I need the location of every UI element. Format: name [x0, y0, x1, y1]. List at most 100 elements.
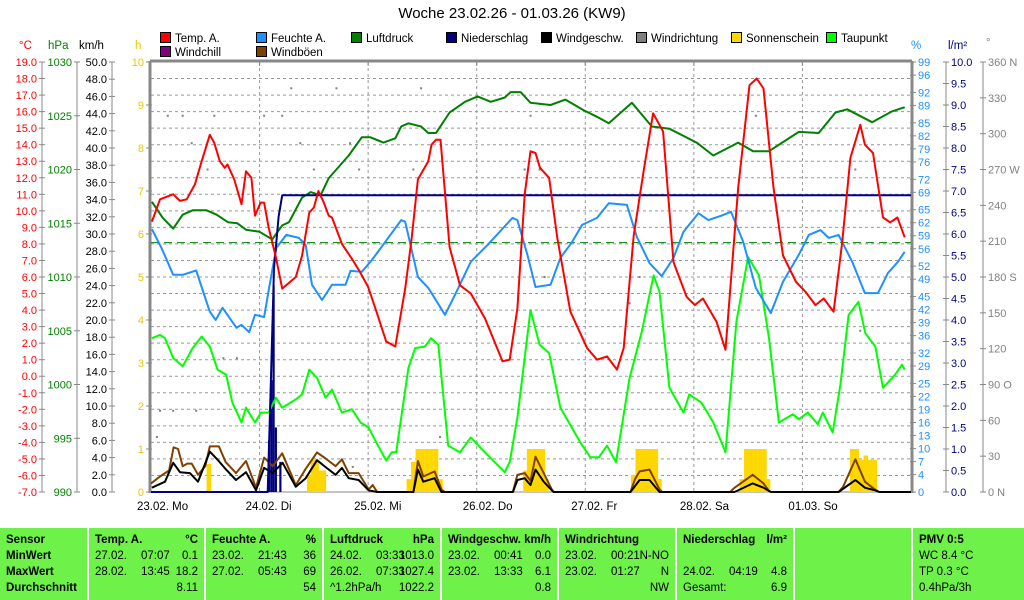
stats-header: Windrichtung: [565, 534, 639, 546]
axis-tick-label-pressure: 995: [54, 433, 72, 445]
stats-col-rain: Niederschlag l/m² 24.02. 04:19 4.8 Gesamt: 6…: [677, 528, 793, 600]
axis-tick-label-wind: 12.0: [86, 384, 107, 396]
axis-tick-label-sun: 7: [138, 186, 144, 198]
axis-tick-label-temp: 6.0: [22, 272, 37, 284]
axis-tick-label-wind: 26.0: [86, 263, 107, 275]
max-value: 18.2: [175, 566, 198, 578]
legend-temp[interactable]: Temp. A.: [160, 32, 220, 45]
axis-tick-label-wind: 40.0: [86, 143, 107, 155]
axis-tick-label-direction: 210: [988, 236, 1006, 248]
series-line-feuchte-a: [151, 202, 906, 334]
axis-tick-label-temp: 3.0: [22, 322, 37, 334]
avg-value: 0.8: [535, 582, 551, 594]
axis-tick-label-humidity: 65: [918, 205, 930, 217]
min-value: 0.1: [182, 550, 198, 562]
min-time: 00:41: [494, 550, 523, 562]
point-windrichtung: [859, 329, 862, 332]
weather-chart: 23.02. Mo 24.02. Di 25.02. Mi 26.02. Do 27.0…: [16, 57, 1021, 513]
point-windrichtung: [166, 114, 169, 117]
axis-tick-label-direction: 180 S: [988, 272, 1017, 284]
legend-swatch: [256, 32, 267, 43]
bar-sonnenschein: [748, 449, 754, 492]
max-date: 23.02.: [565, 566, 597, 578]
point-windrichtung: [529, 114, 532, 117]
max-time: 05:43: [258, 566, 287, 578]
legend-gusts[interactable]: Windböen: [256, 46, 323, 59]
axis-tick-label-humidity: 7: [918, 457, 924, 469]
point-windrichtung: [155, 436, 158, 439]
point-windrichtung: [754, 114, 757, 117]
stats-col-wind: Windgeschw. km/h 23.02. 00:41 0.0 23.02. 13:…: [442, 528, 557, 600]
legend-direction[interactable]: Windrichtung: [636, 32, 718, 45]
bar-sonnenschein: [657, 479, 662, 492]
point-windrichtung: [213, 114, 216, 117]
max-time: 01:27: [611, 566, 640, 578]
axis-tick-label-pressure: 1025: [48, 111, 72, 123]
legend-label: Windchill: [175, 47, 222, 59]
avg-value: 54: [303, 582, 316, 594]
min-date: 27.02.: [95, 550, 127, 562]
bar-sonnenschein: [310, 459, 316, 492]
max-date: 23.02.: [448, 566, 480, 578]
legend-pressure[interactable]: Luftdruck: [351, 32, 413, 45]
axis-tick-label-sun: 8: [138, 143, 144, 155]
axis-tick-label-humidity: 59: [918, 231, 930, 243]
axis-tick-label-humidity: 89: [918, 100, 930, 112]
axis-tick-label-direction: 60: [988, 415, 1000, 427]
axis-tick-label-temp: 9.0: [22, 222, 37, 234]
legend-dewpoint[interactable]: Taupunkt: [826, 32, 888, 45]
dewpoint-value: TP 0.3 °C: [919, 566, 969, 578]
legend-swatch: [636, 32, 647, 43]
bar-sonnenschein: [739, 479, 745, 492]
total-value: 6.9: [771, 582, 787, 594]
series-line-luftdruck: [151, 91, 906, 241]
axis-tick-label-humidity: 56: [918, 244, 930, 256]
legend-windchill[interactable]: Windchill: [160, 46, 221, 59]
axis-tick-label-humidity: 29: [918, 361, 930, 373]
max-value: 69: [303, 566, 316, 578]
axis-tick-label-humidity: 13: [918, 431, 930, 443]
axis-tick-label-temp: 12.0: [16, 173, 37, 185]
day-label: 28.02. Sa: [680, 501, 730, 513]
bar-sonnenschein: [858, 459, 864, 492]
min-value: 1013.0: [398, 550, 434, 562]
legend-sunshine[interactable]: Sonnenschein: [731, 32, 819, 45]
axis-tick-label-rain: 6.5: [951, 208, 966, 220]
axis-tick-label-humidity: 96: [918, 70, 930, 82]
axis-tick-label-wind: 20.0: [86, 315, 107, 327]
axis-tick-label-humidity: 99: [918, 57, 930, 69]
axis-tick-label-direction: 30: [988, 451, 1000, 463]
bar-sonnenschein: [863, 455, 869, 492]
legend-humidity[interactable]: Feuchte A.: [256, 32, 326, 45]
bar-niederschlag: [272, 285, 275, 492]
min-value: N-NO: [639, 550, 669, 562]
legend-rain[interactable]: Niederschlag: [446, 32, 528, 45]
point-windrichtung: [312, 168, 315, 171]
point-windrichtung: [335, 87, 338, 90]
axis-tick-label-pressure: 1015: [48, 218, 72, 230]
bar-niederschlag: [270, 380, 273, 492]
stats-col-direction: Windrichtung 23.02. 00:21 N-NO 23.02. 01:27…: [559, 528, 675, 600]
axis-tick-label-wind: 30.0: [86, 229, 107, 241]
axis-tick-label-rain: 9.5: [951, 79, 966, 91]
axis-tick-label-pressure: 990: [54, 487, 72, 499]
bar-sonnenschein: [872, 459, 878, 492]
axis-tick-label-wind: 0.0: [92, 487, 107, 499]
axis-tick-label-temp: -7.0: [18, 487, 37, 499]
stats-col-sensor: Sensor MinWert MaxWert Durchschnitt: [0, 528, 87, 600]
max-time: 13:33: [494, 566, 523, 578]
axis-tick-label-humidity: 36: [918, 331, 930, 343]
axis-tick-label-humidity: 92: [918, 87, 930, 99]
axis-tick-label-humidity: 76: [918, 157, 930, 169]
legend-wind[interactable]: Windgeschw.: [541, 32, 624, 45]
stats-unit: hPa: [412, 534, 434, 546]
axis-tick-label-sun: 1: [138, 444, 144, 456]
stats-col-pressure: Luftdruck hPa 24.02. 03:33 1013.0 26.02. 07:…: [324, 528, 440, 600]
axis-tick-label-rain: 3.0: [951, 358, 966, 370]
min-time: 03:33: [376, 550, 405, 562]
series-line-temp-a: [150, 77, 906, 371]
stats-unit: °C: [185, 534, 198, 546]
point-windrichtung: [412, 168, 415, 171]
legend-label: Windgeschw.: [556, 33, 624, 45]
axis-tick-label-wind: 34.0: [86, 195, 107, 207]
